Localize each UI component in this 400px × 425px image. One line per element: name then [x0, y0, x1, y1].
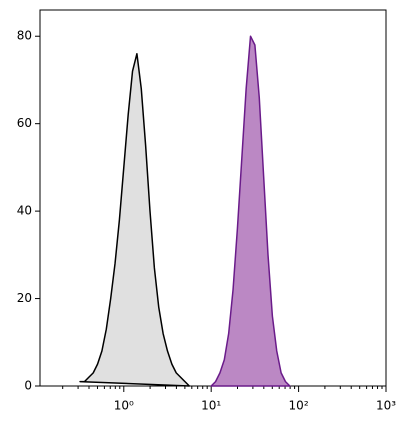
- x-tick-label: 10⁰: [114, 399, 134, 413]
- plot-frame: [39, 9, 387, 387]
- x-tick-label: 10¹: [201, 399, 221, 413]
- x-tick-label: 10²: [289, 399, 309, 413]
- y-tick-label: 20: [17, 291, 32, 305]
- histogram: [79, 52, 191, 387]
- y-tick-label: 0: [24, 379, 32, 393]
- y-tick-label: 40: [17, 204, 32, 218]
- y-tick-label: 60: [17, 116, 32, 130]
- histogram: [210, 35, 291, 387]
- y-tick-label: 80: [17, 29, 32, 43]
- x-tick-label: 10³: [376, 399, 396, 413]
